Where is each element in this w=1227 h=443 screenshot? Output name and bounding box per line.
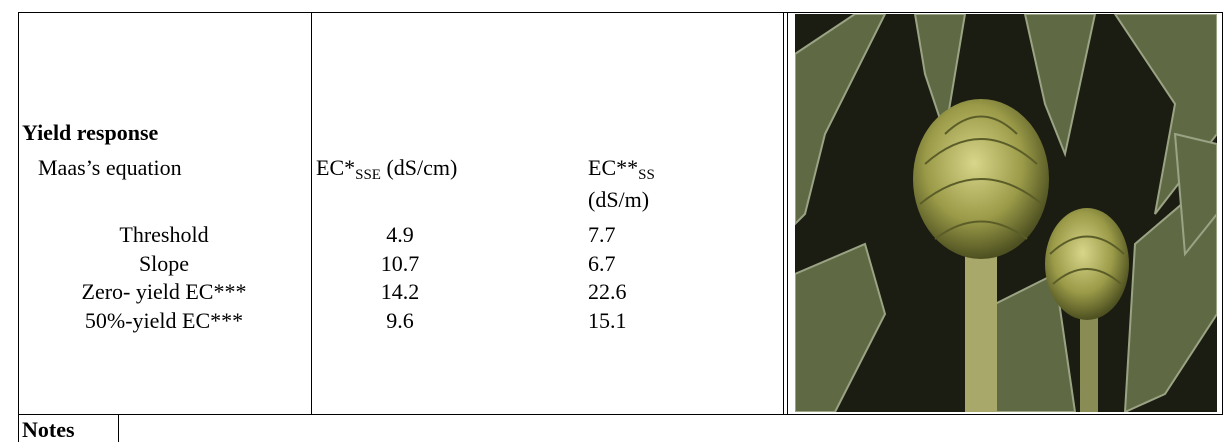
cell: 4.9 [386, 222, 414, 247]
border-col [311, 12, 312, 415]
header-label: Maas’s equation [38, 155, 182, 180]
header-text: EC* [316, 155, 356, 180]
cell: 7.7 [588, 222, 616, 247]
border-col [118, 414, 119, 442]
row-label: Threshold [119, 222, 209, 247]
header-sub: SSE [355, 167, 381, 183]
cell: 6.7 [588, 250, 616, 276]
border-left [18, 12, 19, 442]
section-title: Yield response [22, 120, 159, 145]
border-col [787, 12, 788, 415]
border-top [18, 12, 1223, 13]
photo [795, 14, 1217, 412]
header-text: EC** [588, 155, 639, 180]
row-label: 50%-yield EC*** [84, 307, 244, 333]
border-row [18, 414, 1223, 415]
border-right [1222, 12, 1223, 415]
header-col: EC**SS [588, 155, 655, 183]
row-label: Zero- yield EC*** [81, 279, 247, 304]
cell: 15.1 [588, 307, 627, 333]
cell: 9.6 [386, 307, 414, 333]
header-unit: (dS/m) [588, 187, 650, 212]
header-unit: (dS/cm) [380, 155, 458, 180]
header-sub: SS [638, 167, 655, 183]
row-label: Slope [138, 250, 190, 276]
notes-label: Notes [22, 417, 75, 442]
cell: 22.6 [588, 279, 627, 304]
border-col [783, 12, 784, 415]
cell: 10.7 [380, 250, 420, 276]
cell: 14.2 [380, 279, 420, 304]
header-col: EC*SSE (dS/cm) [316, 155, 458, 183]
